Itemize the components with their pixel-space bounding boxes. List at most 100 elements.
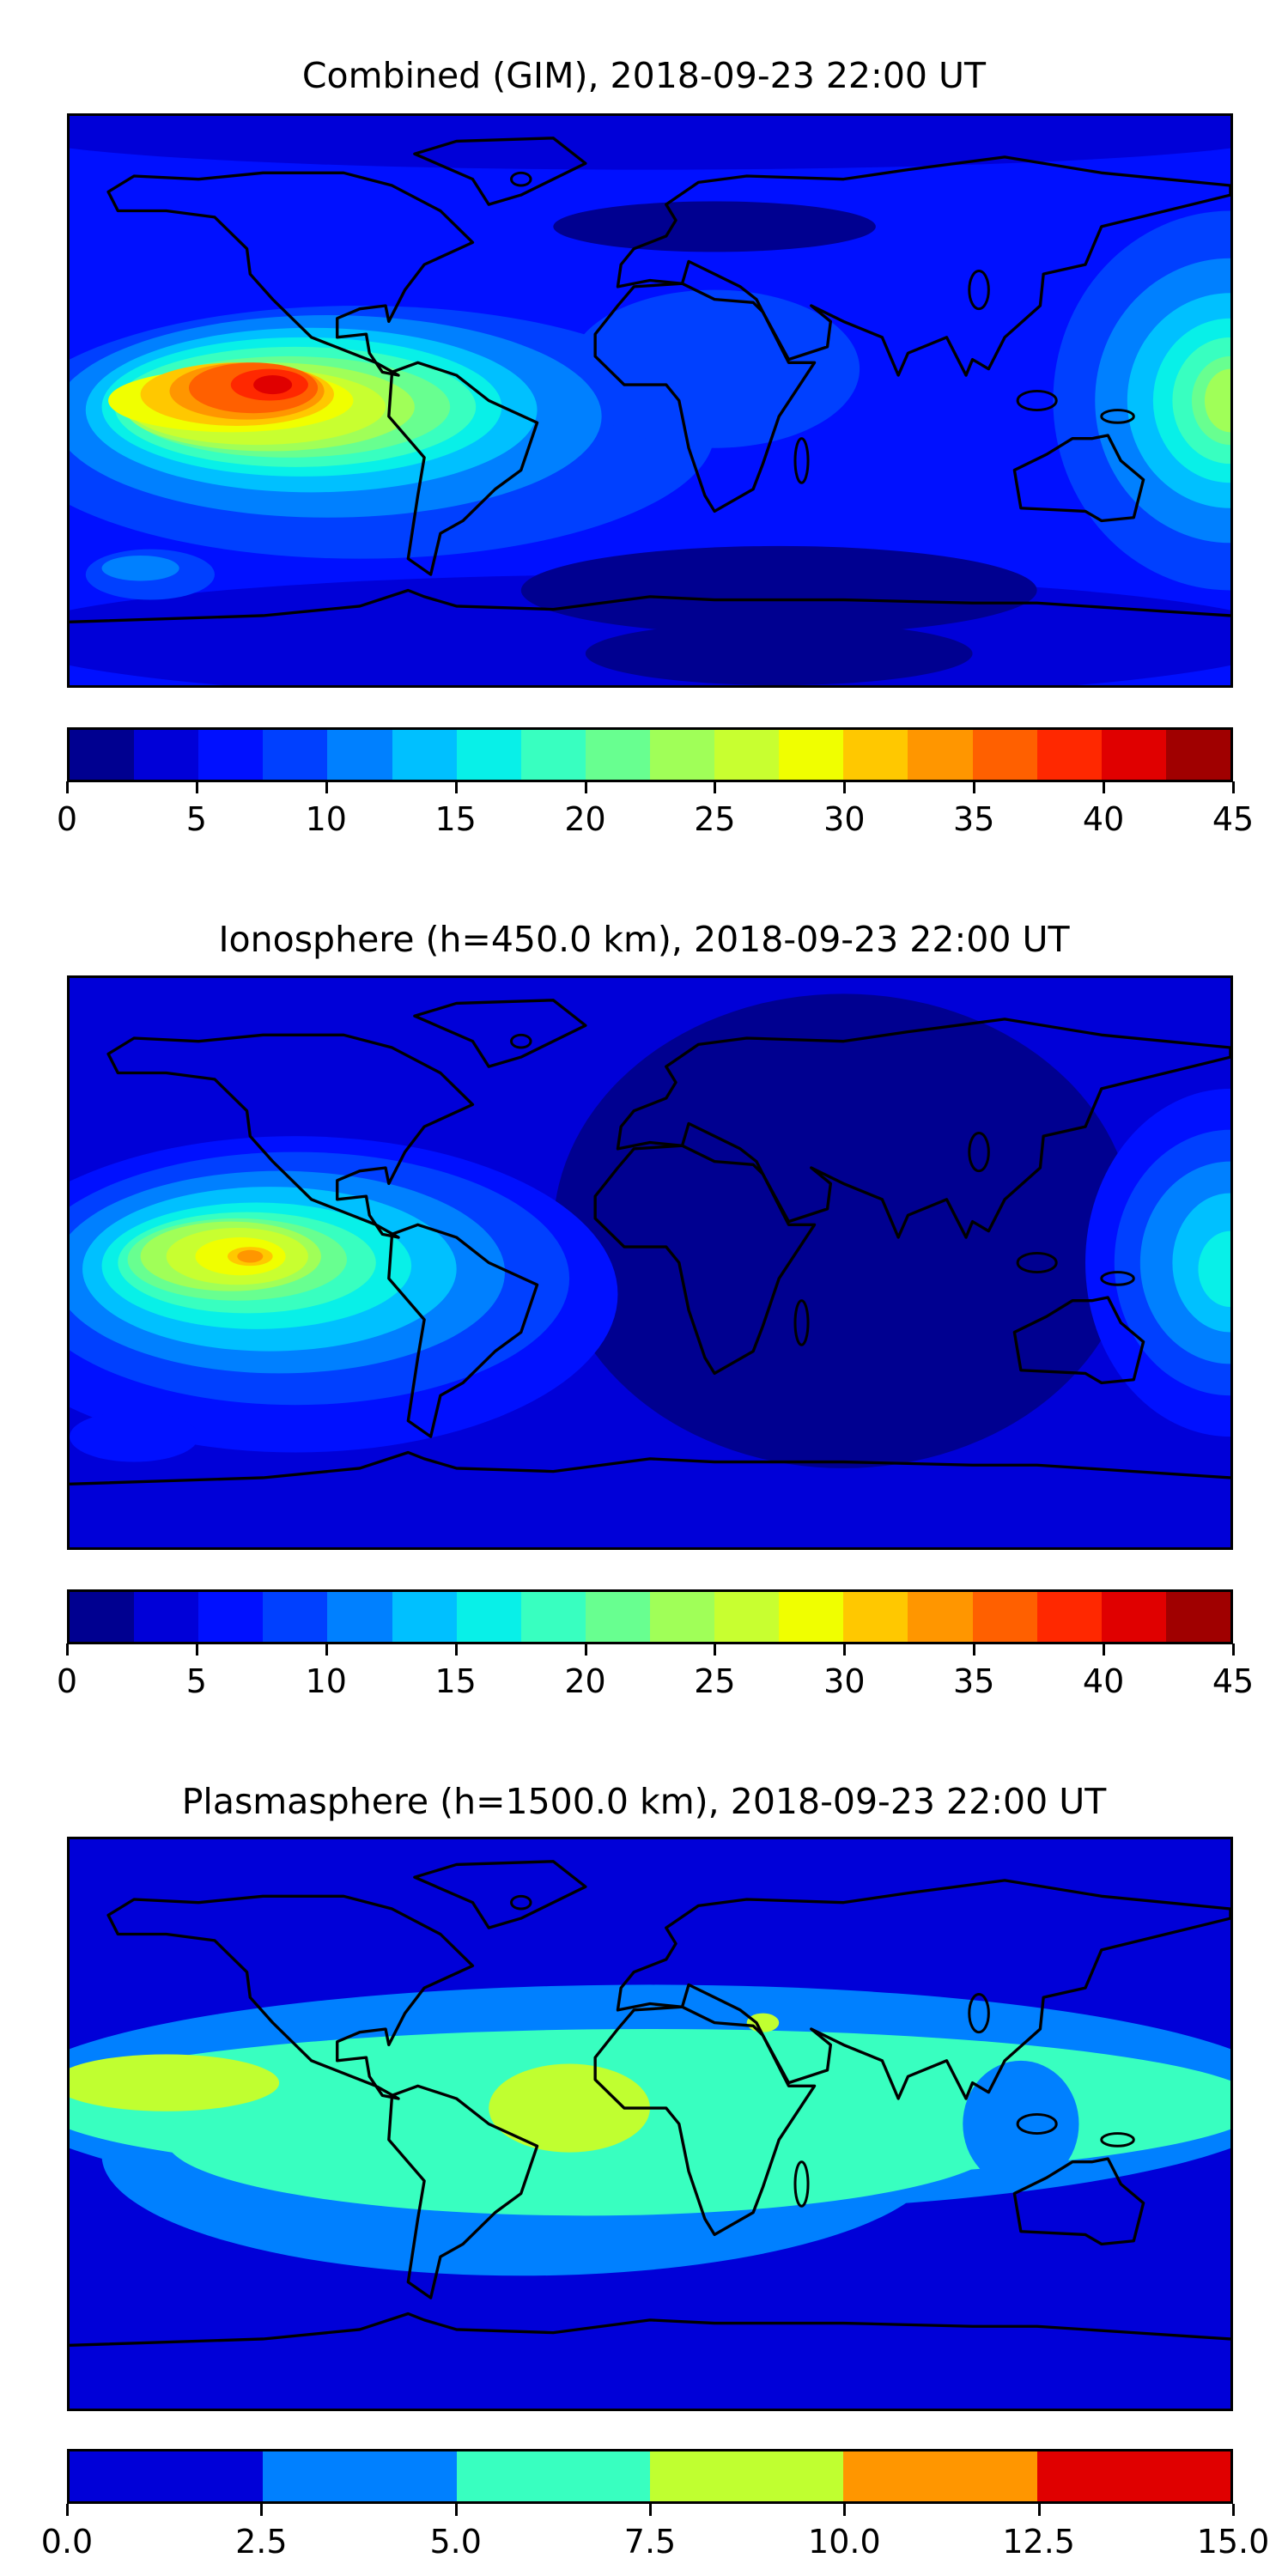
colorbar-tick-label: 10 — [305, 800, 347, 838]
coastline — [413, 1860, 587, 1929]
colorbar-tick-label: 12.5 — [1002, 2523, 1075, 2561]
contour-region — [746, 2013, 780, 2032]
contour-region — [70, 2054, 280, 2111]
colorbar-segment — [134, 730, 199, 780]
contour-region — [585, 622, 973, 685]
colorbar-segment — [714, 1592, 780, 1642]
colorbar-segment — [263, 2451, 457, 2501]
colorbar-tick-mark — [1232, 781, 1235, 793]
colorbar-segment — [1036, 730, 1102, 780]
colorbar-tick-label: 20 — [564, 1662, 606, 1700]
colorbar-segment — [1165, 1592, 1230, 1642]
colorbar-segment — [1165, 730, 1230, 780]
colorbar-tick-label: 15.0 — [1196, 2523, 1270, 2561]
coastline-island — [793, 1299, 810, 1346]
colorbar-tick-mark — [195, 781, 198, 793]
coastline — [593, 2005, 817, 2237]
colorbar-ticks: 0.0 2.5 5.0 7.5 10.0 12.5 15.0 — [41, 2504, 1269, 2564]
coastline — [413, 999, 587, 1068]
colorbar-segment — [263, 730, 328, 780]
colorbar-tick-mark — [1037, 2504, 1041, 2516]
colorbar-segment — [520, 1592, 586, 1642]
colorbar-segment — [843, 2451, 1037, 2501]
colorbar-segment — [585, 730, 650, 780]
colorbar-segment — [70, 2451, 264, 2501]
coastline — [70, 2312, 1230, 2347]
coastline-island — [1100, 2132, 1135, 2148]
coastline — [70, 588, 1230, 623]
coastline — [70, 1450, 1230, 1485]
contour-region — [605, 2079, 631, 2118]
coastline — [413, 137, 587, 206]
chart-title: Ionosphere (h=450.0 km), 2018-09-23 22:0… — [218, 919, 1070, 960]
colorbar-segment — [70, 1592, 135, 1642]
colorbar-segment — [1101, 730, 1166, 780]
colorbar-segment — [456, 730, 521, 780]
colorbar-tick-mark — [714, 781, 717, 793]
chart-title: Combined (GIM), 2018-09-23 22:00 UT — [301, 55, 987, 96]
coastline — [616, 1879, 1230, 2100]
map-plot — [70, 116, 1230, 685]
colorbar-segment — [779, 730, 844, 780]
contour-region — [569, 289, 860, 448]
colorbar-segment — [70, 730, 135, 780]
colorbar-segment — [392, 730, 457, 780]
colorbar-tick-label: 5 — [185, 800, 207, 838]
colorbar-tick-label: 7.5 — [623, 2523, 677, 2561]
colorbar-tick-mark — [195, 1643, 198, 1656]
colorbar-segment — [649, 1592, 715, 1642]
colorbar-segment — [585, 1592, 650, 1642]
colorbar-segment — [392, 1592, 457, 1642]
colorbar-tick-mark — [66, 1643, 69, 1656]
coastline-island — [510, 171, 532, 187]
colorbar-tick-label: 20 — [564, 800, 606, 838]
colorbar-tick-mark — [325, 1643, 328, 1656]
colorbar-tick-label: 45 — [1212, 1662, 1255, 1700]
coastline — [616, 155, 1230, 377]
colorbar-segment — [779, 1592, 844, 1642]
contour-region — [1204, 368, 1230, 433]
colorbar-segment — [908, 730, 973, 780]
colorbar-tick-mark — [66, 2504, 69, 2516]
contour-region — [553, 201, 876, 252]
contour-region — [553, 993, 1134, 1468]
coastline-island — [968, 270, 990, 311]
colorbar-segment — [1036, 1592, 1102, 1642]
coastline-island — [1100, 409, 1135, 424]
colorbar-tick-label: 35 — [953, 1662, 995, 1700]
coastline-island — [1016, 2112, 1058, 2136]
coastline — [593, 1144, 817, 1376]
colorbar-segment — [263, 1592, 328, 1642]
colorbar-segment — [1036, 2451, 1230, 2501]
coastline — [593, 282, 817, 513]
contour-region — [70, 1411, 199, 1462]
colorbar — [67, 2449, 1233, 2504]
coastline — [106, 1894, 475, 2100]
colorbar-tick-mark — [843, 1643, 847, 1656]
chart-title: Plasmasphere (h=1500.0 km), 2018-09-23 2… — [181, 1781, 1107, 1822]
colorbar — [67, 1589, 1233, 1644]
colorbar-tick-mark — [973, 781, 976, 793]
colorbar-tick-label: 10.0 — [808, 2523, 881, 2561]
colorbar-tick-label: 0.0 — [40, 2523, 94, 2561]
colorbar-tick-mark — [843, 781, 847, 793]
contour-region — [1198, 1230, 1230, 1308]
colorbar-tick-mark — [1232, 1643, 1235, 1656]
colorbar-tick-label: 2.5 — [235, 2523, 288, 2561]
coastline-island — [968, 1993, 990, 2034]
colorbar-tick-mark — [454, 2504, 458, 2516]
colorbar-tick-mark — [584, 1643, 587, 1656]
colorbar-tick-label: 35 — [953, 800, 995, 838]
colorbar-tick-label: 30 — [823, 800, 866, 838]
colorbar-tick-mark — [66, 781, 69, 793]
colorbar-tick-mark — [973, 1643, 976, 1656]
colorbar-tick-mark — [325, 781, 328, 793]
colorbar-tick-mark — [649, 2504, 652, 2516]
colorbar-segment — [843, 1592, 908, 1642]
coastline-island — [510, 1894, 532, 1911]
colorbar-segment — [649, 2451, 844, 2501]
contour-map — [67, 1837, 1233, 2411]
colorbar-tick-mark — [584, 781, 587, 793]
contour-region — [253, 375, 293, 395]
coastline — [1012, 1296, 1145, 1385]
